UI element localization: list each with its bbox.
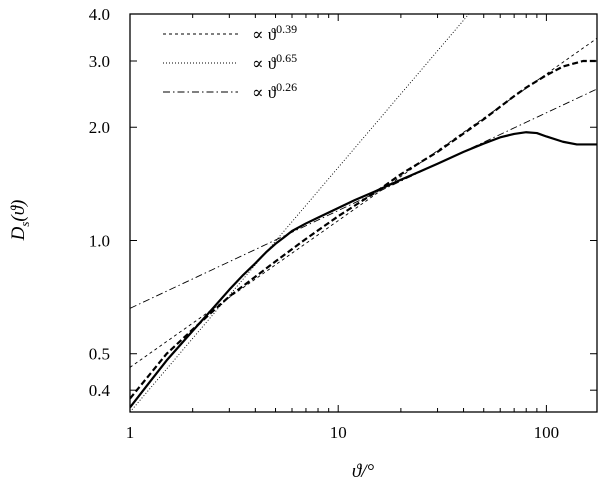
y-tick-label-1: 0.5 bbox=[89, 345, 110, 364]
legend-label-base-0: ∝ ϑ bbox=[252, 25, 277, 44]
legend-label-1: ∝ ϑ0.65 bbox=[252, 51, 297, 73]
x-tick-label-1: 10 bbox=[330, 423, 347, 442]
series-line-0 bbox=[130, 131, 597, 409]
legend-label-base-2: ∝ ϑ bbox=[252, 83, 277, 102]
axis-ticks: 1 10 100 0.4 0.5 1.0 2.0 3.0 4.0 bbox=[89, 5, 597, 442]
legend-label-exp-2: 0.26 bbox=[276, 80, 297, 94]
y-tick-label-3: 2.0 bbox=[89, 118, 110, 137]
y-tick-label-4: 3.0 bbox=[89, 52, 110, 71]
legend-label-0: ∝ ϑ0.39 bbox=[252, 22, 297, 44]
y-axis-label-sub: s bbox=[17, 222, 32, 227]
legend-label-exp-1: 0.65 bbox=[276, 51, 297, 65]
y-axis-label-arg: (ϑ) bbox=[8, 200, 29, 222]
legend: ∝ ϑ0.39∝ ϑ0.65∝ ϑ0.26 bbox=[163, 22, 297, 102]
legend-label-2: ∝ ϑ0.26 bbox=[252, 80, 297, 102]
plot-area bbox=[130, 14, 597, 412]
x-tick-label-0: 1 bbox=[126, 423, 135, 442]
plot-frame bbox=[129, 13, 598, 413]
y-tick-label-5: 4.0 bbox=[89, 5, 110, 24]
series-line-3 bbox=[130, 14, 470, 412]
legend-label-base-1: ∝ ϑ bbox=[252, 54, 277, 73]
x-tick-label-2: 100 bbox=[534, 423, 560, 442]
series-line-1 bbox=[130, 59, 597, 400]
x-axis-label: ϑ/° bbox=[352, 461, 375, 482]
y-axis-label-main: D bbox=[8, 226, 29, 241]
series-line-4 bbox=[130, 88, 597, 309]
y-tick-label-0: 0.4 bbox=[89, 381, 111, 400]
y-axis-label: Ds(ϑ) bbox=[8, 200, 32, 242]
y-tick-label-2: 1.0 bbox=[89, 231, 110, 250]
series-line-2 bbox=[130, 37, 597, 368]
legend-label-exp-0: 0.39 bbox=[276, 22, 297, 36]
